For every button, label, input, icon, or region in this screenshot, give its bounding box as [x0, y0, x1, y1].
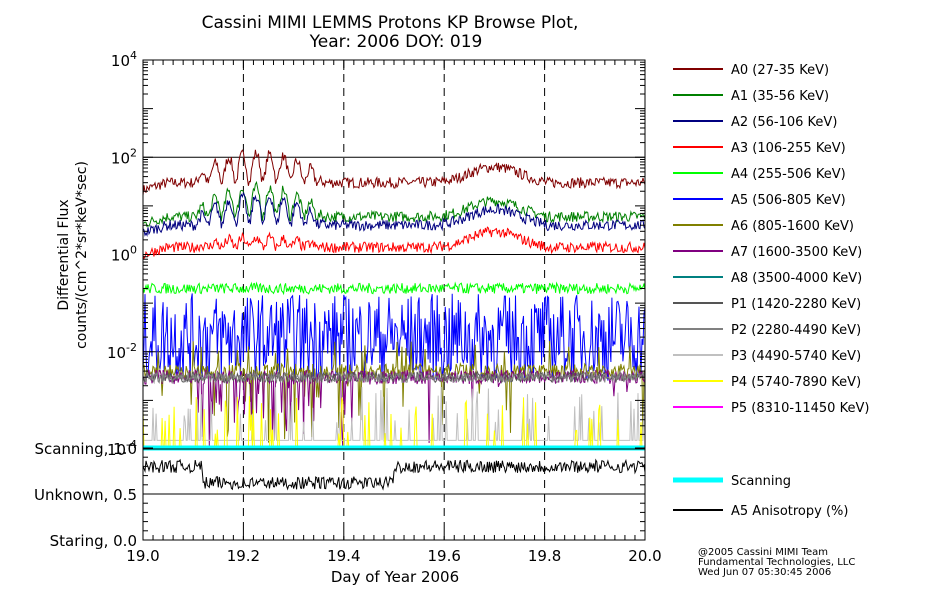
- legend-label: P5 (8310-11450 KeV): [731, 401, 869, 416]
- legend-label: A6 (805-1600 KeV): [731, 219, 854, 234]
- legend-label: A5 Anisotropy (%): [731, 504, 848, 519]
- legend-label: A1 (35-56 KeV): [731, 89, 829, 104]
- y-tick-label: 10-4: [107, 438, 137, 459]
- grid-lines: [143, 60, 645, 540]
- x-tick-label: 19.0: [126, 547, 159, 565]
- x-tick-label: 19.2: [227, 547, 260, 565]
- credit-line-2: Fundamental Technologies, LLC: [698, 557, 855, 568]
- x-tick-label: 19.8: [528, 547, 561, 565]
- lower-panel-series: [142, 445, 646, 491]
- legend-label: A8 (3500-4000 KeV): [731, 271, 862, 286]
- plot-frame: [142, 59, 646, 541]
- y-axis-label-line-2: counts/(cm^2*sr*keV*sec): [74, 161, 90, 349]
- y-tick-base: 10: [107, 344, 126, 362]
- credit-line-3: Wed Jun 07 05:30:45 2006: [698, 567, 831, 578]
- lower-panel-label: Scanning, 1.0: [34, 440, 137, 458]
- y-tick-base: 10: [111, 52, 130, 70]
- y-tick-exponent: -2: [126, 341, 137, 354]
- anisotropy-line: [142, 458, 646, 491]
- flux-series: [142, 149, 646, 450]
- series-line: [142, 226, 646, 260]
- legend-label: A3 (106-255 KeV): [731, 141, 846, 156]
- lower-panel-label: Unknown, 0.5: [34, 486, 137, 504]
- legend-label: P1 (1420-2280 KeV): [731, 297, 861, 312]
- y-tick-exponent: 4: [130, 49, 137, 62]
- series-line: [142, 396, 645, 450]
- y-tick-exponent: -4: [126, 438, 137, 451]
- legend-label: A0 (27-35 KeV): [731, 63, 829, 78]
- series-line: [142, 180, 646, 228]
- series-line: [142, 281, 646, 296]
- legend-label: A2 (56-106 KeV): [731, 115, 837, 130]
- y-tick-label: 10-2: [107, 341, 137, 362]
- y-axis-label-line-1: Differential Flux: [56, 199, 72, 310]
- series-line: [142, 370, 646, 385]
- series-line: [142, 293, 646, 381]
- y-tick-base: 10: [107, 441, 126, 459]
- y-tick-exponent: 0: [130, 244, 137, 257]
- y-tick-label: 102: [111, 146, 137, 167]
- x-axis-label: Day of Year 2006: [331, 568, 459, 586]
- legend-label: A5 (506-805 KeV): [731, 193, 846, 208]
- series-line: [142, 149, 646, 196]
- x-tick-label: 20.0: [628, 547, 661, 565]
- legend-label: A4 (255-506 KeV): [731, 167, 846, 182]
- legend-label: Scanning: [731, 474, 791, 489]
- series-line: [143, 386, 646, 441]
- y-tick-base: 10: [111, 149, 130, 167]
- y-tick-exponent: 2: [130, 146, 137, 159]
- credit-line-1: @2005 Cassini MIMI Team: [698, 547, 828, 558]
- lower-panel-label: Staring, 0.0: [50, 532, 137, 550]
- axes: 19.0 19.2 19.4 19.6 19.8 20.010410210010-210-…: [34, 49, 662, 565]
- x-tick-label: 19.4: [327, 547, 360, 565]
- series-line: [142, 191, 646, 237]
- y-tick-base: 10: [111, 247, 130, 265]
- legend-label: P2 (2280-4490 KeV): [731, 323, 861, 338]
- x-tick-label: 19.6: [427, 547, 460, 565]
- legend-label: P3 (4490-5740 KeV): [731, 349, 861, 364]
- y-tick-label: 104: [111, 49, 137, 70]
- legend-label: A7 (1600-3500 KeV): [731, 245, 862, 260]
- y-tick-label: 100: [111, 244, 137, 265]
- series-line: [142, 340, 646, 443]
- legend: A0 (27-35 KeV) A1 (35-56 KeV) A2 (56-106 K…: [673, 63, 869, 519]
- title-line-1: Cassini MIMI LEMMS Protons KP Browse Plo…: [202, 13, 579, 33]
- title-line-2: Year: 2006 DOY: 019: [309, 32, 483, 52]
- legend-label: P4 (5740-7890 KeV): [731, 375, 861, 390]
